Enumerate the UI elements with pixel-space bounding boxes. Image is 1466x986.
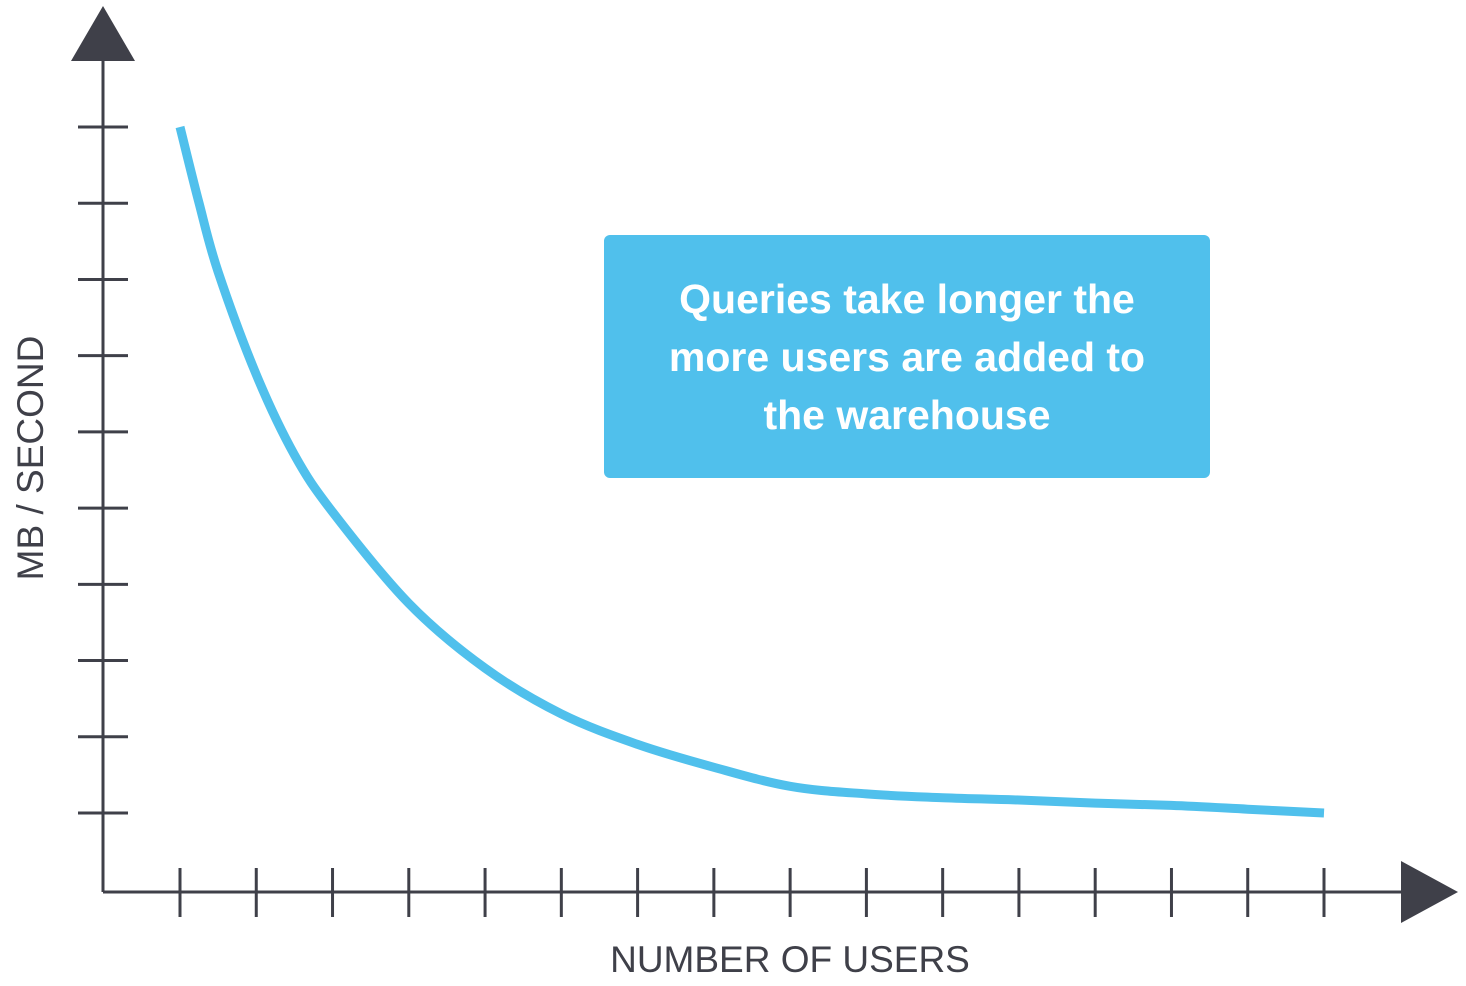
annotation-text: Queries take longer the more users are a… (668, 275, 1146, 438)
x-axis-arrowhead (1401, 861, 1458, 923)
series-line (175, 125, 1325, 818)
y-axis-ticks (78, 125, 128, 815)
x-axis-label: NUMBER OF USERS (610, 939, 970, 980)
x-axis-ticks (178, 868, 1326, 917)
y-axis-arrowhead (71, 6, 135, 61)
annotation-callout: Queries take longer the more users are a… (604, 235, 1210, 478)
y-axis-label: MB / SECOND (10, 336, 51, 581)
